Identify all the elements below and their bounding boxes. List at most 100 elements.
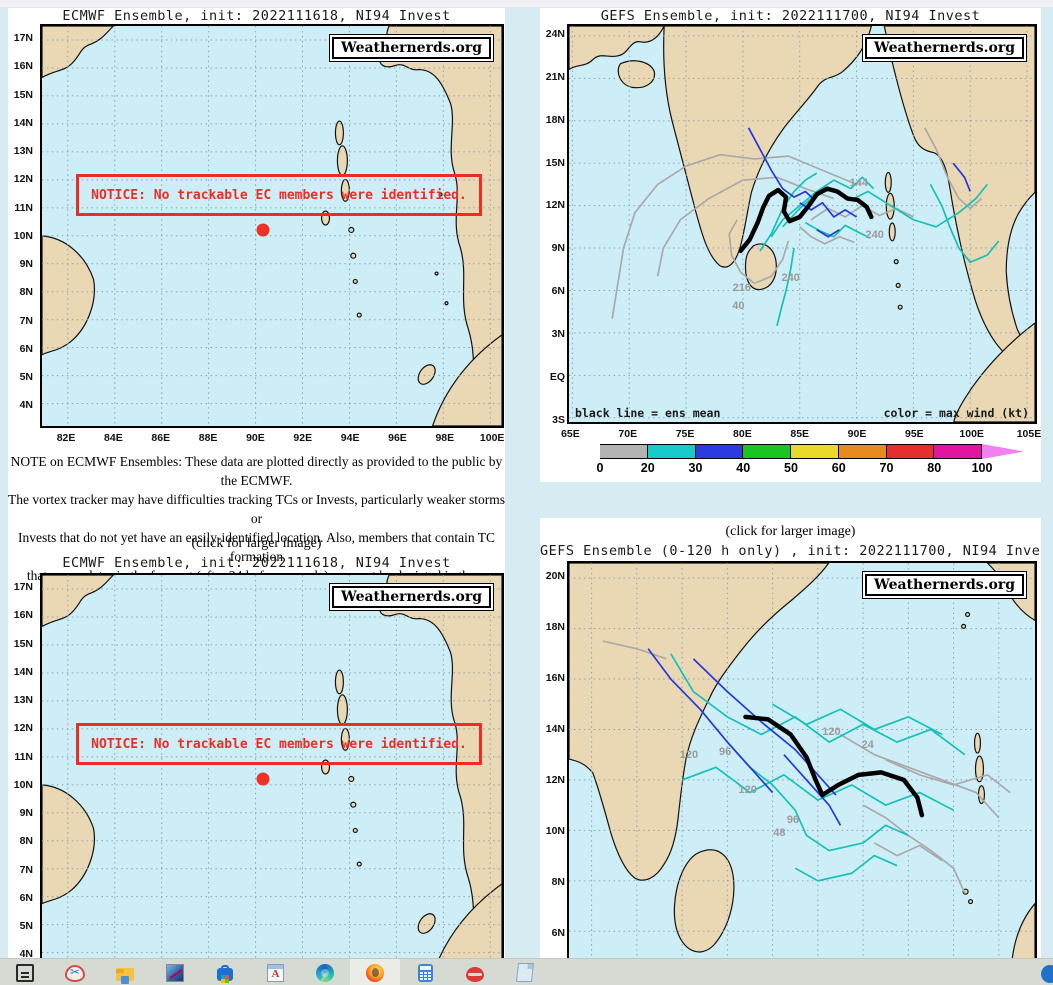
y-tick-label: 21N — [545, 70, 565, 83]
x-tick-label: 86E — [151, 432, 171, 444]
map-overlay: Weathernerds.org NOTICE: No trackable EC… — [42, 575, 502, 958]
ensemble-track — [656, 176, 835, 277]
x-tick-label: 75E — [675, 428, 695, 440]
map-plot-area: Weathernerds.org NOTICE: No trackable EC… — [40, 24, 504, 428]
x-tick-label: 105E — [1016, 428, 1042, 440]
x-tick-label: 98E — [435, 432, 455, 444]
y-tick-label: 6N — [19, 342, 33, 355]
y-tick-label: 9N — [19, 258, 33, 271]
y-tick-label: 20N — [545, 570, 565, 583]
y-tick-label: 10N — [545, 825, 565, 838]
photos-icon — [166, 963, 184, 982]
y-tick-label: 10N — [13, 229, 33, 242]
ecmwf-ensemble-map-top[interactable]: ECMWF Ensemble, init: 2022111618, NI94 I… — [8, 8, 505, 445]
y-tick-label: 24N — [545, 28, 565, 40]
y-tick-label: 11N — [14, 750, 33, 763]
microsoft-store-icon — [217, 965, 233, 983]
ensemble-track — [759, 172, 818, 252]
ensemble-track — [611, 153, 857, 319]
gefs-ensemble-map-bottom[interactable]: GEFS Ensemble (0-120 h only) , init: 202… — [540, 541, 1041, 958]
x-tick-label: 92E — [293, 432, 313, 444]
y-tick-label: 11N — [14, 201, 33, 214]
notepad-icon — [516, 963, 534, 982]
y-tick-label: 13N — [13, 145, 33, 158]
weathernerds-badge: Weathernerds.org — [862, 571, 1027, 599]
notice-text: NOTICE: No trackable EC members were ide… — [91, 187, 467, 203]
gefs-ensemble-map-top[interactable]: GEFS Ensemble, init: 2022111700, NI94 In… — [540, 8, 1042, 444]
y-tick-label: 8N — [551, 876, 565, 889]
weathernerds-badge: Weathernerds.org — [329, 583, 494, 611]
task-view-taskbar-button[interactable] — [0, 959, 50, 985]
colorbar-segment — [695, 444, 744, 459]
invest-position-dot — [256, 223, 270, 237]
x-tick-label: 100E — [479, 432, 505, 444]
ensemble-track — [783, 754, 842, 826]
ensemble-track — [602, 640, 667, 660]
click-for-larger-caption-right: (click for larger image) — [725, 524, 856, 539]
y-tick-label: 6N — [551, 285, 565, 298]
y-tick-label: 15N — [545, 156, 565, 169]
ensemble-track — [772, 703, 943, 736]
ensemble-track — [873, 842, 943, 862]
forecast-hour-label: 96 — [786, 814, 800, 827]
file-explorer-taskbar-button[interactable] — [100, 959, 150, 985]
y-tick-label: 16N — [13, 609, 33, 622]
map-overlay: Weathernerds.org NOTICE: No trackable EC… — [42, 26, 502, 426]
ensemble-track — [924, 127, 983, 210]
panel-title: GEFS Ensemble, init: 2022111700, NI94 In… — [600, 8, 981, 24]
ensemble-track — [885, 758, 1011, 794]
firefox-taskbar-button[interactable] — [350, 959, 400, 985]
ensemble-track — [840, 733, 1000, 819]
click-for-larger-caption-left: (click for larger image) — [191, 536, 322, 551]
expressvpn-taskbar-button[interactable] — [450, 959, 500, 985]
forecast-hour-label: 240 — [865, 229, 884, 242]
panel-title: GEFS Ensemble (0-120 h only) , init: 202… — [540, 543, 1041, 559]
ensemble-track — [728, 219, 790, 285]
panel-title: ECMWF Ensemble, init: 2022111618, NI94 I… — [62, 555, 451, 571]
colorbar-value: 100 — [971, 461, 993, 475]
colorbar-value: 80 — [927, 461, 942, 475]
weathernerds-badge-text: Weathernerds.org — [865, 37, 1024, 59]
x-tick-label: 94E — [340, 432, 360, 444]
taskbar-overflow-icon[interactable] — [1041, 965, 1053, 983]
y-tick-label: 5N — [19, 371, 33, 384]
forecast-hour-label: 40 — [732, 300, 745, 313]
snipping-tool-taskbar-button[interactable] — [50, 959, 100, 985]
notice-box: NOTICE: No trackable EC members were ide… — [76, 174, 482, 216]
y-tick-label: 12N — [545, 774, 565, 787]
y-tick-label: 13N — [13, 694, 33, 707]
expressvpn-icon — [466, 966, 484, 982]
photos-taskbar-button[interactable] — [150, 959, 200, 985]
legend-ens-mean: black line = ens mean — [575, 406, 721, 420]
character-map-taskbar-button[interactable] — [250, 959, 300, 985]
colorbar-value: 60 — [831, 461, 846, 475]
character-map-icon — [266, 963, 284, 982]
colorbar-value: 20 — [640, 461, 655, 475]
weathernerds-badge-text: Weathernerds.org — [332, 586, 491, 608]
forecast-hour-label: 120 — [679, 748, 699, 761]
wind-speed-colorbar: 0 20 30 40 50 60 70 80 100 — [558, 444, 1024, 478]
ensemble-track — [647, 648, 774, 794]
colorbar-segment — [838, 444, 887, 459]
y-tick-label: 12N — [13, 173, 33, 186]
colorbar-value: 50 — [784, 461, 798, 475]
ensemble-track — [799, 226, 855, 245]
edge-taskbar-button[interactable] — [300, 959, 350, 985]
forecast-hour-label: 216 — [732, 281, 751, 294]
microsoft-store-taskbar-button[interactable] — [200, 959, 250, 985]
y-tick-label: 15N — [13, 88, 33, 101]
forecast-hour-label: 24 — [861, 738, 874, 751]
weathernerds-badge-text: Weathernerds.org — [865, 574, 1024, 596]
y-axis-ticks: 17N 16N 15N 14N 13N 12N 11N 10N 9N 8N 7N 6N 5N 4N — [8, 24, 36, 428]
calculator-taskbar-button[interactable] — [400, 959, 450, 985]
notepad-taskbar-button[interactable] — [500, 959, 550, 985]
page-top-strip — [0, 0, 1053, 7]
colorbar-segment — [886, 444, 935, 459]
forecast-hour-label: 48 — [773, 826, 786, 839]
colorbar-value: 40 — [736, 461, 751, 475]
map-graphic — [569, 26, 1035, 422]
ecmwf-ensemble-map-bottom[interactable]: ECMWF Ensemble, init: 2022111618, NI94 I… — [8, 551, 505, 958]
file-explorer-icon — [116, 968, 134, 984]
x-axis-ticks: 82E 84E 86E 88E 90E 92E 94E 96E 98E 100E — [40, 432, 505, 445]
colorbar-segment — [647, 444, 696, 459]
